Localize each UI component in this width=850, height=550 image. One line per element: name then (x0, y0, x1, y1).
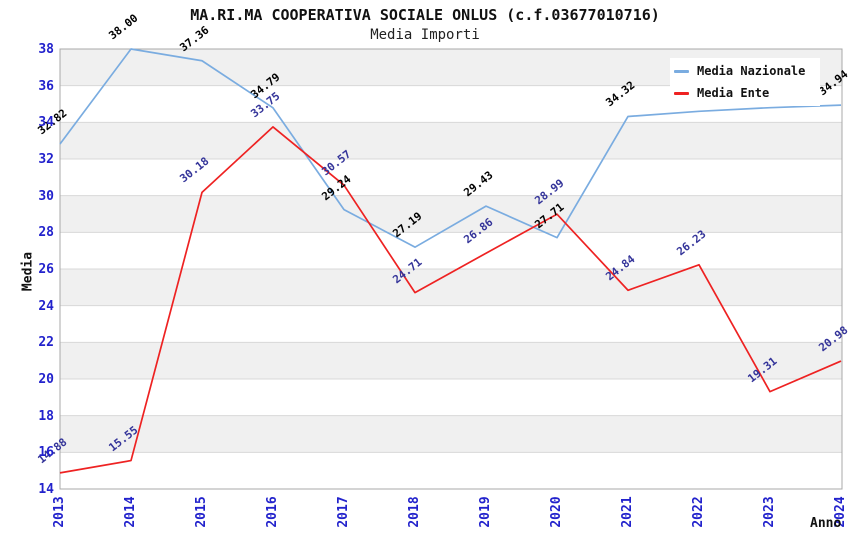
x-tick-label: 2018 (407, 496, 422, 528)
x-tick-label: 2015 (194, 496, 209, 528)
legend-label: Media Nazionale (697, 64, 806, 78)
y-tick-label: 22 (38, 335, 54, 351)
x-tick-label: 2017 (336, 496, 351, 528)
y-tick-label: 28 (38, 225, 54, 241)
grid-band (60, 122, 842, 159)
y-tick-label: 36 (38, 78, 54, 94)
red-line-marker-icon (674, 91, 689, 95)
grid-band (60, 342, 842, 379)
x-tick-label: 2013 (52, 496, 67, 528)
y-tick-label: 34 (38, 115, 54, 131)
y-tick-label: 20 (38, 372, 54, 387)
x-tick-label: 2021 (620, 496, 635, 528)
x-tick-label: 2022 (691, 496, 706, 528)
y-tick-label: 14 (38, 482, 54, 497)
chart-title: MA.RI.MA COOPERATIVA SOCIALE ONLUS (c.f.… (190, 6, 660, 24)
y-tick-label: 30 (38, 188, 54, 204)
series-line-media-ente (59, 126, 842, 474)
y-tick-label: 26 (38, 262, 54, 277)
y-tick-label: 32 (38, 152, 54, 167)
x-tick-label: 2023 (762, 496, 777, 528)
grid-band (60, 415, 842, 453)
x-tick-label: 2020 (549, 496, 564, 528)
chart-subtitle: Media Importi (370, 27, 480, 43)
legend-label: Media Ente (697, 86, 770, 100)
x-tick-label: 2014 (123, 496, 138, 528)
y-tick-label: 38 (38, 42, 54, 57)
legend-item-media-ente: Media Ente (674, 85, 816, 101)
plot-border (59, 48, 843, 490)
x-tick-label: 2016 (265, 496, 280, 528)
series-line-media-nazionale (59, 48, 842, 249)
legend-item-media-nazionale: Media Nazionale (674, 63, 816, 79)
y-tick-label: 24 (38, 298, 54, 314)
x-axis-title: Anno (810, 516, 842, 531)
y-tick-label: 16 (38, 445, 54, 461)
blue-line-marker-icon (674, 69, 689, 73)
x-tick-label: 2019 (478, 496, 493, 528)
y-tick-label: 18 (38, 408, 54, 424)
y-axis-title: Media (20, 251, 36, 292)
legend: Media Nazionale Media Ente (670, 58, 820, 106)
